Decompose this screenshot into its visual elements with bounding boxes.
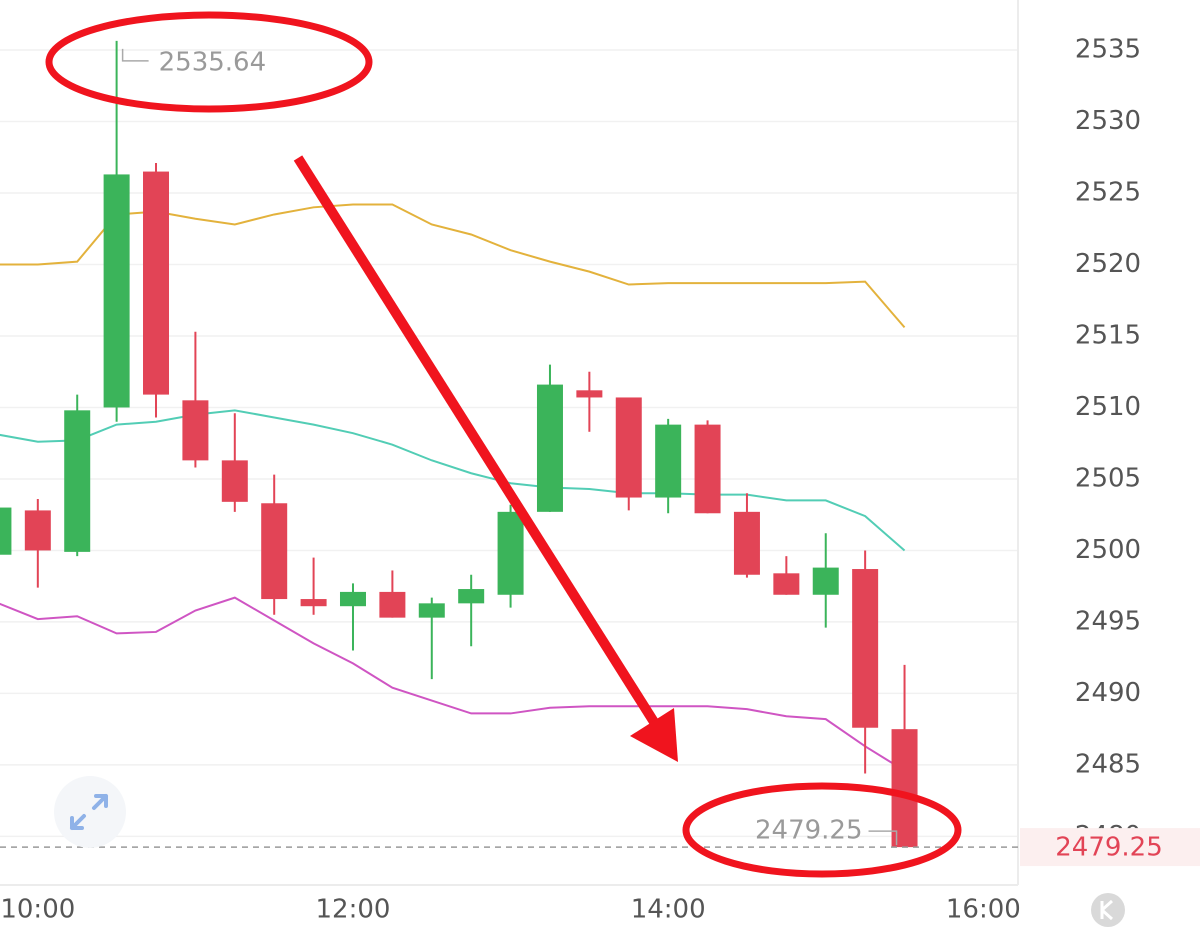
- candle-body: [615, 397, 642, 498]
- candle-body: [300, 599, 327, 607]
- y-tick-label: 2510: [1075, 392, 1141, 422]
- candle-body: [812, 567, 839, 595]
- candle-body: [576, 390, 603, 398]
- candle-body: [339, 591, 366, 607]
- y-tick-label: 2525: [1075, 178, 1141, 208]
- labels: 2480248524902495250025052510251525202525…: [0, 35, 1200, 925]
- y-tick-label: 2520: [1075, 249, 1141, 279]
- highlight-circle: [45, 11, 373, 113]
- x-tick-label: 16:00: [946, 895, 1021, 925]
- candle-body: [694, 424, 721, 514]
- y-tick-label: 2505: [1075, 463, 1141, 493]
- arrow-head: [630, 708, 678, 762]
- candle-body: [497, 511, 524, 595]
- indicator-line: [0, 596, 906, 772]
- y-tick-label: 2535: [1075, 35, 1141, 65]
- candle-body: [733, 511, 760, 575]
- last-price-tag: [1020, 828, 1200, 867]
- min-connector: [868, 830, 898, 846]
- candles: [0, 40, 918, 848]
- y-tick-label: 2495: [1075, 606, 1141, 636]
- expand-button[interactable]: [54, 776, 126, 848]
- candle-body: [24, 510, 51, 551]
- candle-body: [261, 503, 288, 600]
- candle-body: [0, 507, 12, 555]
- arrow-shaft: [293, 155, 659, 725]
- x-tick-label: 10:00: [0, 895, 75, 925]
- indicator-line: [0, 409, 906, 552]
- candle-body: [852, 569, 879, 728]
- candle-body: [418, 603, 445, 618]
- candle-body: [221, 460, 248, 502]
- max-connector: [121, 48, 149, 62]
- y-tick-label: 2500: [1075, 535, 1141, 565]
- candle-body: [182, 400, 209, 461]
- y-tick-label: 2485: [1075, 749, 1141, 779]
- min-label: 2479.25: [755, 816, 863, 846]
- y-tick-label: 2490: [1075, 678, 1141, 708]
- candle-body: [458, 589, 485, 604]
- max-label: 2535.64: [159, 47, 267, 77]
- candle-body: [536, 384, 563, 512]
- candle-body: [64, 410, 91, 552]
- y-tick-label: 2515: [1075, 320, 1141, 350]
- candle-body: [143, 171, 170, 395]
- candle-body: [655, 424, 682, 498]
- x-tick-label: 14:00: [631, 895, 706, 925]
- candle-body: [379, 591, 406, 618]
- candle-body: [891, 729, 918, 848]
- candle-body: [103, 174, 130, 408]
- expand-icon: [70, 794, 108, 830]
- x-tick-label: 12:00: [316, 895, 391, 925]
- highlight-circle: [682, 782, 962, 878]
- candle-body: [773, 573, 800, 595]
- last-price-label: 2479.25: [1055, 833, 1163, 863]
- k-icon: [1100, 899, 1114, 921]
- k-button[interactable]: [1091, 893, 1125, 927]
- y-tick-label: 2530: [1075, 106, 1141, 136]
